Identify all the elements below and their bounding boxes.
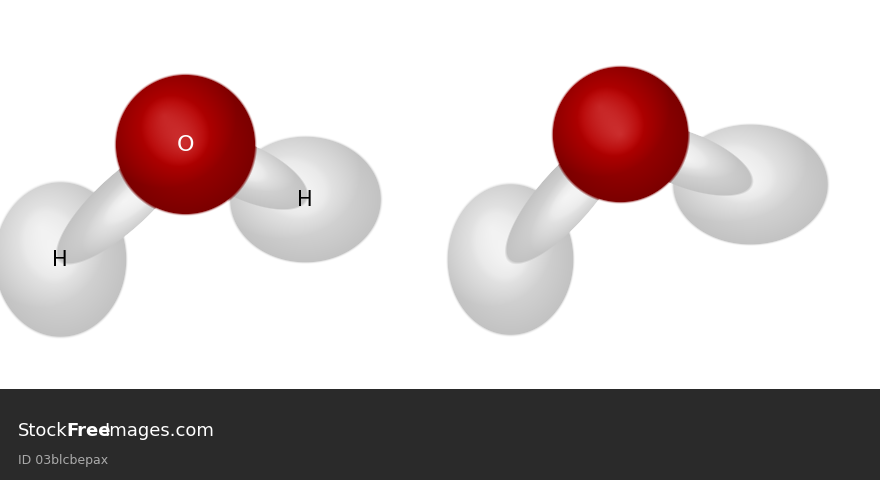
Text: Free: Free [66, 421, 111, 439]
Text: H: H [297, 190, 312, 210]
Text: Stock: Stock [18, 421, 67, 439]
Text: ID 03blcbepax: ID 03blcbepax [18, 454, 107, 467]
Text: Images.com: Images.com [104, 421, 214, 439]
Text: O: O [176, 135, 194, 155]
Text: H: H [52, 250, 68, 269]
